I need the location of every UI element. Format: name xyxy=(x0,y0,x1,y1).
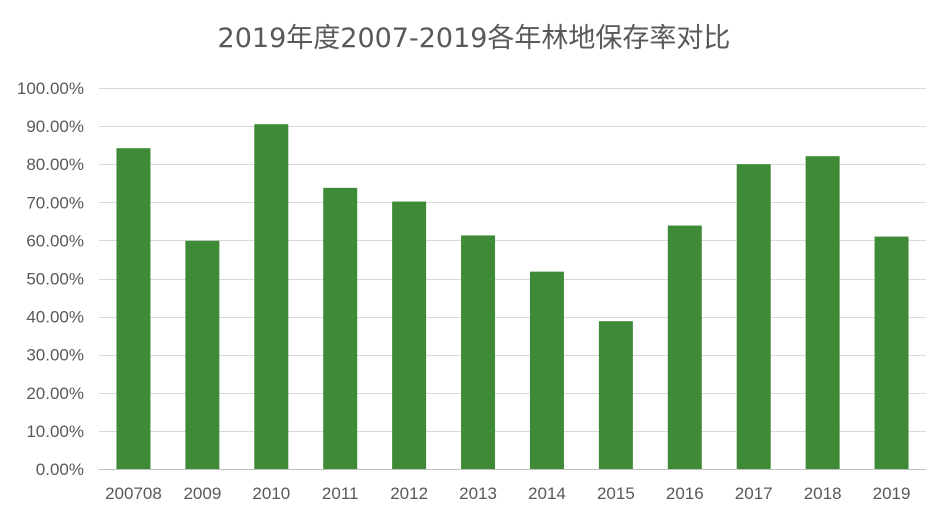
bar-2009 xyxy=(185,240,220,469)
y-tick-label: 90.00% xyxy=(26,117,84,136)
y-tick-label: 50.00% xyxy=(26,270,84,289)
bar-2015 xyxy=(598,321,633,469)
x-tick-label: 2010 xyxy=(252,484,290,503)
x-tick-label: 200708 xyxy=(105,484,162,503)
x-tick-label: 2014 xyxy=(528,484,566,503)
y-tick-label: 20.00% xyxy=(26,384,84,403)
x-tick-label: 2019 xyxy=(873,484,911,503)
gridlines xyxy=(99,88,926,432)
y-tick-label: 60.00% xyxy=(26,231,84,250)
y-tick-label: 100.00% xyxy=(17,79,84,98)
bars xyxy=(116,124,909,469)
bar-2014 xyxy=(529,271,564,469)
y-tick-label: 0.00% xyxy=(36,460,84,479)
x-tick-label: 2017 xyxy=(735,484,773,503)
x-tick-label: 2009 xyxy=(183,484,221,503)
x-tick-label: 2015 xyxy=(597,484,635,503)
bar-2012 xyxy=(392,201,427,469)
chart-title: 2019年度2007-2019各年林地保存率对比 xyxy=(218,23,731,54)
bar-2010 xyxy=(254,124,289,469)
y-tick-label: 70.00% xyxy=(26,193,84,212)
bar-200708 xyxy=(116,148,151,469)
x-tick-label: 2011 xyxy=(322,484,359,503)
y-tick-label: 40.00% xyxy=(26,308,84,327)
y-tick-label: 30.00% xyxy=(26,346,84,365)
bar-2016 xyxy=(667,225,702,469)
bar-2013 xyxy=(461,235,496,469)
x-tick-label: 2016 xyxy=(666,484,704,503)
bar-2017 xyxy=(736,164,771,469)
x-axis-tick-labels: 200708 2009 2010 2011 2012 2013 2014 2015 2016 20… xyxy=(105,484,910,503)
bar-2018 xyxy=(805,156,840,469)
bar-2011 xyxy=(323,187,358,469)
bar-2019 xyxy=(874,236,909,469)
y-tick-label: 80.00% xyxy=(26,155,84,174)
x-tick-label: 2012 xyxy=(390,484,428,503)
y-axis-tick-labels: 0.00% 10.00% 20.00% 30.00% 40.00% 50.00% 60.00… xyxy=(17,79,84,479)
y-tick-label: 10.00% xyxy=(26,422,84,441)
x-tick-label: 2018 xyxy=(804,484,842,503)
x-tick-label: 2013 xyxy=(459,484,497,503)
